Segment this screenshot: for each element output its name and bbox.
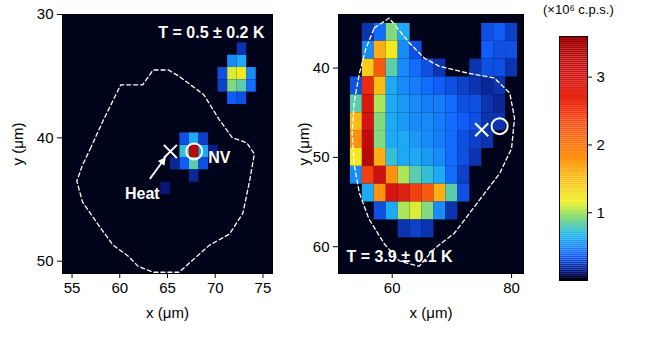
svg-text:40: 40 <box>313 59 330 76</box>
svg-text:T = 0.5 ± 0.2 K: T = 0.5 ± 0.2 K <box>158 24 265 41</box>
svg-text:65: 65 <box>159 279 176 296</box>
svg-text:50: 50 <box>313 148 330 165</box>
svg-text:40: 40 <box>37 129 54 146</box>
svg-text:50: 50 <box>37 252 54 269</box>
svg-text:60: 60 <box>111 279 128 296</box>
html-text:(×10⁶ c.p.s.): (×10⁶ c.p.s.) <box>543 2 614 17</box>
svg-text:T = 3.9 ± 0.1 K: T = 3.9 ± 0.1 K <box>347 248 454 265</box>
svg-text:Heat: Heat <box>125 185 160 202</box>
svg-text:60: 60 <box>384 279 401 296</box>
svg-text:y (μm): y (μm) <box>9 123 26 166</box>
svg-text:80: 80 <box>503 279 520 296</box>
svg-text:70: 70 <box>207 279 224 296</box>
svg-text:x (μm): x (μm) <box>410 304 453 321</box>
svg-text:75: 75 <box>255 279 272 296</box>
svg-text:2: 2 <box>597 136 605 153</box>
svg-text:3: 3 <box>597 68 605 85</box>
svg-text:x (μm): x (μm) <box>146 304 189 321</box>
svg-text:55: 55 <box>64 279 81 296</box>
svg-text:y (μm): y (μm) <box>295 123 312 166</box>
svg-text:NV: NV <box>208 149 231 166</box>
svg-text:60: 60 <box>313 238 330 255</box>
svg-text:1: 1 <box>597 204 605 221</box>
svg-text:30: 30 <box>37 5 54 22</box>
